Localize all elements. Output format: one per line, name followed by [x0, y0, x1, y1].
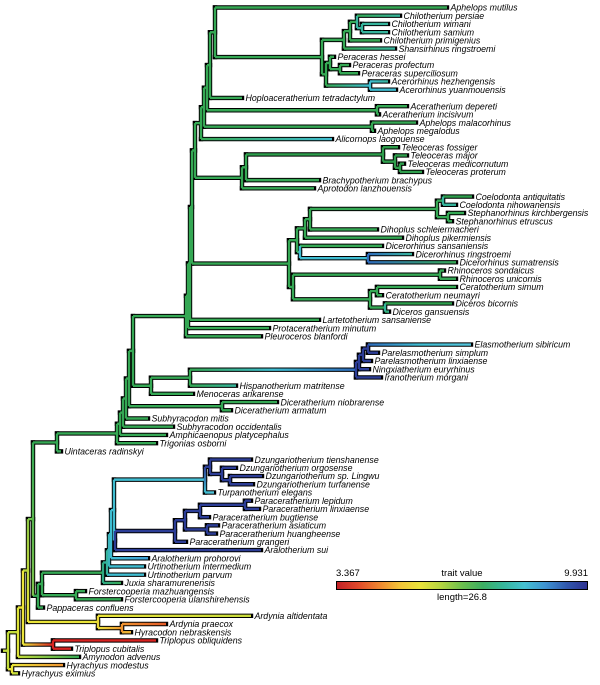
- tip-label: Subhyracodon occidentalis: [177, 422, 283, 432]
- tip-label: Trigonias osborni: [160, 438, 228, 448]
- tip-label: Aceratherium incisivum: [382, 110, 474, 120]
- tip-label: Shansirhinus ringstroemi: [399, 44, 497, 54]
- tip-label: Hispanotherium matritense: [240, 381, 345, 391]
- tip-label: Diceros gansuensis: [393, 307, 470, 317]
- tip-label: Coelodonta nihowanensis: [460, 200, 561, 210]
- tip-label: Peraceras hessei: [338, 52, 407, 62]
- tip-label: Hoploaceratherium tetradactylum: [246, 93, 376, 103]
- tip-label: Chilotherium primigenius: [384, 36, 481, 46]
- tip-label: Aralotherium sui: [264, 545, 330, 555]
- tip-label: Urtinotherium parvum: [148, 570, 233, 580]
- tip-label: Chilotherium wimani: [392, 19, 472, 29]
- tip-label: Dicerorhinus sumatrensis: [460, 258, 560, 268]
- tip-label: Paraceratherium grangeri: [190, 537, 291, 547]
- tip-label: Pappaceras confluens: [47, 603, 135, 613]
- tip-label: Coelodonta antiquitatis: [476, 192, 566, 202]
- tip-label: Paraceratherium linxiaense: [263, 504, 370, 514]
- tip-label: Aprotodon lanzhouensis: [317, 184, 413, 194]
- tip-label: Pleuroceros blanfordi: [265, 332, 349, 342]
- tip-label: Dzungariotherium sp. Lingwu: [266, 471, 380, 481]
- tip-label: Teleoceras proterum: [426, 167, 506, 177]
- tip-label: Diceratherium armatum: [235, 405, 327, 415]
- tip-label: Juxia sharamurenensis: [124, 578, 216, 588]
- tip-label: Rhinoceros sondaicus: [448, 266, 535, 276]
- tip-label: Parelasmotherium linxiaense: [375, 356, 488, 366]
- tip-label: Iranotherium morgani: [385, 373, 470, 383]
- tip-label: Aphelops malacorhinus: [419, 118, 512, 128]
- tip-label: Turpanotherium elegans: [218, 488, 313, 498]
- tip-label: Teleoceras medicornutum: [408, 159, 509, 169]
- tip-label: Dicerorhinus sansaniensis: [386, 241, 489, 251]
- tip-label: Paraceratherium lepidum: [255, 496, 353, 506]
- tip-label: Teleoceras fossiger: [402, 142, 479, 152]
- tip-label: Chilotherium samium: [392, 27, 475, 37]
- tip-label: Menoceras arikarense: [197, 389, 284, 399]
- tip-label: Lartetotherium sansaniense: [323, 315, 432, 325]
- tip-label: Stephanorhinus etruscus: [456, 216, 554, 226]
- tip-label: Aralotherium prohorovi: [151, 553, 242, 563]
- tip-label: Triplopus cubitalis: [75, 644, 145, 654]
- tip-label: Hyrachyus eximius: [22, 669, 96, 679]
- legend-labels-row: 3.367 trait value 9.931: [336, 568, 588, 579]
- tip-label: Peraceras profectum: [353, 60, 435, 70]
- legend-length-label: length=26.8: [437, 592, 487, 604]
- tip-label: Teleoceras major: [411, 151, 479, 161]
- tip-label: Paraceratherium bugtiense: [213, 512, 319, 522]
- tip-label: Paraceratherium asiaticum: [222, 521, 327, 531]
- tip-label: Amphicaenopus platycephalus: [169, 430, 290, 440]
- tip-label: Peraceras superciliosum: [362, 68, 458, 78]
- legend-title: trait value: [441, 568, 483, 579]
- tip-label: Dihoplus schleiermacheri: [381, 225, 480, 235]
- tip-label: Ceratotherium simum: [460, 282, 544, 292]
- tip-label: Triplopus obliquidens: [160, 636, 243, 646]
- tip-label: Dicerorhinus ringstroemi: [416, 249, 512, 259]
- tip-label: Alicornops laogouense: [335, 134, 425, 144]
- tip-label: Elasmotherium sibiricum: [475, 340, 571, 350]
- tip-label: Chilotherium persiae: [404, 11, 485, 21]
- tip-label: Subhyracodon mitis: [152, 414, 230, 424]
- tip-label: Ardynia altidentata: [254, 611, 328, 621]
- tip-label: Diceratherium niobrarense: [281, 397, 385, 407]
- tip-label: Dzungariotherium tienshanense: [255, 455, 379, 465]
- tip-label: Ningxiatherium euryrhinus: [373, 364, 476, 374]
- tip-label: Forstercooperia ulanshirehensis: [125, 595, 251, 605]
- tip-label: Hyrachyus modestus: [67, 660, 150, 670]
- tip-label: Aphelops mutilus: [450, 3, 519, 13]
- tip-label: Dzungariotherium orgosense: [240, 463, 353, 473]
- tip-label: Acerorhinus hezhengensis: [391, 77, 496, 87]
- tip-label: Forstercooperia mazhuangensis: [89, 586, 215, 596]
- tip-label: Dihoplus pikermiensis: [406, 233, 492, 243]
- tip-label: Ardynia praecox: [169, 619, 234, 629]
- tip-label: Amynodon advenus: [82, 652, 161, 662]
- tip-label: Protaceratherium minutum: [273, 323, 377, 333]
- tip-label: Stephanorhinus kirchbergensis: [468, 208, 589, 218]
- tip-label: Aphelops megalodus: [377, 126, 461, 136]
- trait-legend: 3.367 trait value 9.931 length=26.8: [336, 568, 588, 604]
- tip-label: Hyracodon nebraskensis: [135, 627, 232, 637]
- legend-min-value: 3.367: [336, 568, 360, 579]
- legend-max-value: 9.931: [564, 568, 588, 579]
- tip-label: Urtinotherium intermedium: [148, 562, 252, 572]
- tip-label: Brachypotherium brachypus: [323, 175, 433, 185]
- trait-gradient-bar: [336, 581, 588, 591]
- tip-label: Acerorhinus yuanmouensis: [399, 85, 507, 95]
- tip-label: Diceros bicornis: [456, 299, 519, 309]
- tip-label: Rhinoceros unicornis: [460, 274, 543, 284]
- tip-label: Dzungariotherium turfanense: [257, 479, 371, 489]
- tip-label: Uintaceras radinskyi: [65, 447, 145, 457]
- tip-label: Paraceratherium huangheense: [220, 529, 341, 539]
- tip-label: Aceratherium depereti: [410, 101, 499, 111]
- tip-label: Parelasmotherium simplum: [382, 348, 489, 358]
- tip-label: Ceratotherium neumayri: [386, 290, 481, 300]
